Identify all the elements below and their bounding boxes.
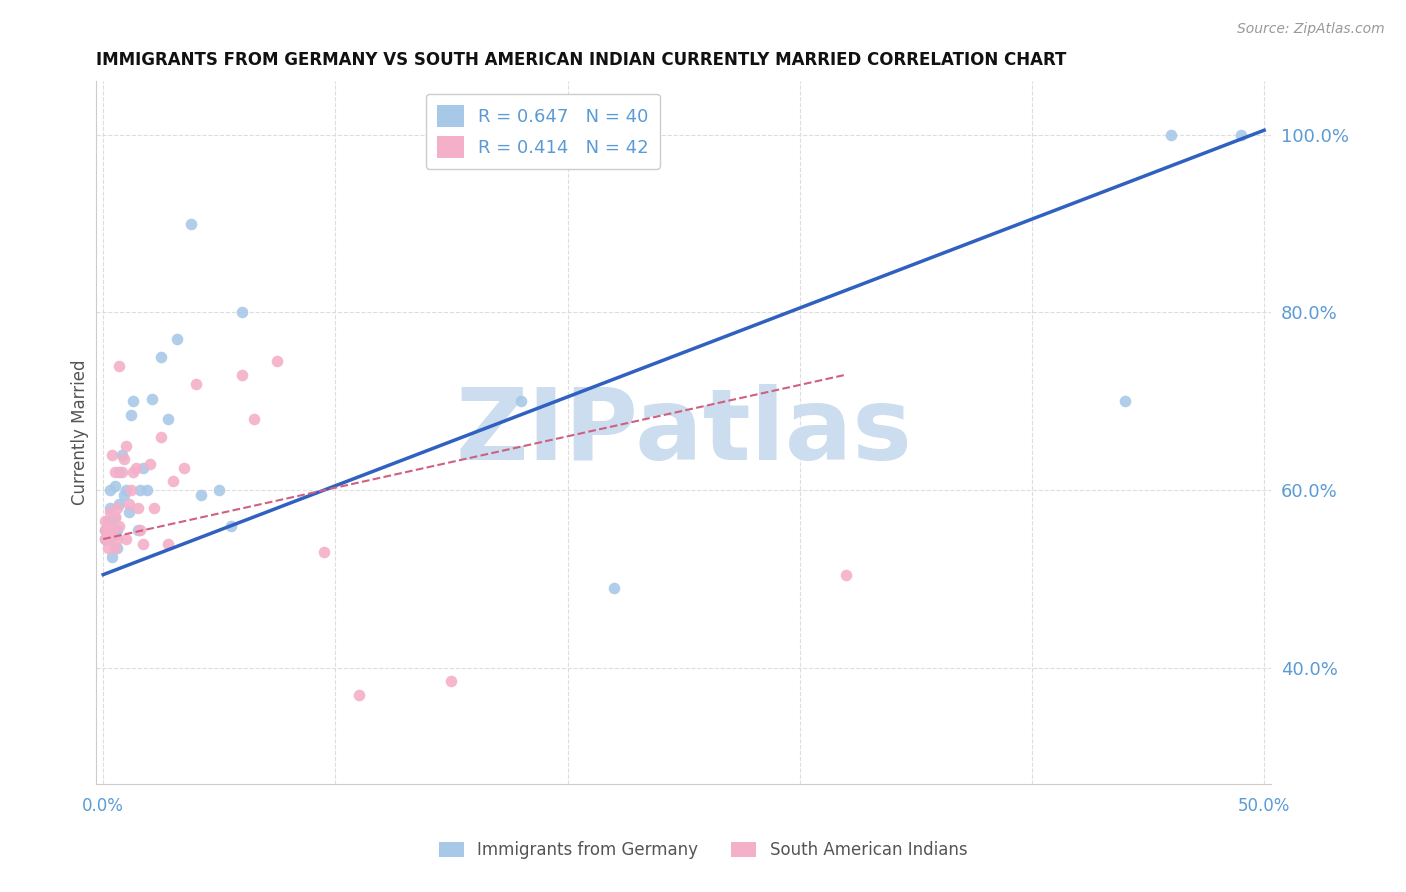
Point xyxy=(104,509,127,524)
Point xyxy=(231,368,253,382)
Point xyxy=(98,532,121,546)
Point xyxy=(138,457,160,471)
Point xyxy=(94,532,117,546)
Y-axis label: Currently Married: Currently Married xyxy=(72,359,89,505)
Point xyxy=(105,532,128,546)
Text: IMMIGRANTS FROM GERMANY VS SOUTH AMERICAN INDIAN CURRENTLY MARRIED CORRELATION C: IMMIGRANTS FROM GERMANY VS SOUTH AMERICA… xyxy=(96,51,1067,69)
Point xyxy=(184,376,207,391)
Point xyxy=(122,394,145,409)
Point xyxy=(219,518,242,533)
Point xyxy=(108,497,131,511)
Point xyxy=(141,392,163,406)
Point xyxy=(440,674,463,689)
Point xyxy=(105,500,128,515)
Point xyxy=(122,466,145,480)
Point xyxy=(510,394,533,409)
Point xyxy=(136,483,159,498)
Point xyxy=(97,532,120,546)
Point xyxy=(150,430,173,444)
Point xyxy=(231,305,253,319)
Point xyxy=(208,483,231,498)
Text: Source: ZipAtlas.com: Source: ZipAtlas.com xyxy=(1237,22,1385,37)
Point xyxy=(1230,128,1253,142)
Point xyxy=(105,523,128,537)
Point xyxy=(97,518,120,533)
Point xyxy=(162,475,184,489)
Point xyxy=(111,448,134,462)
Point xyxy=(125,461,148,475)
Point xyxy=(603,581,626,595)
Point xyxy=(111,466,134,480)
Legend: R = 0.647   N = 40, R = 0.414   N = 42: R = 0.647 N = 40, R = 0.414 N = 42 xyxy=(426,94,659,169)
Point xyxy=(243,412,266,426)
Point xyxy=(94,514,117,528)
Point xyxy=(120,483,142,498)
Point xyxy=(112,452,135,467)
Point xyxy=(108,466,131,480)
Point xyxy=(105,541,128,555)
Point xyxy=(94,523,117,537)
Point xyxy=(115,532,138,546)
Point xyxy=(101,448,124,462)
Point xyxy=(97,527,120,541)
Point xyxy=(166,332,188,346)
Point xyxy=(129,523,152,537)
Point xyxy=(173,461,195,475)
Point xyxy=(108,359,131,373)
Point xyxy=(94,532,117,546)
Point xyxy=(97,541,120,555)
Point xyxy=(127,523,149,537)
Point xyxy=(101,514,124,528)
Point xyxy=(127,500,149,515)
Legend: Immigrants from Germany, South American Indians: Immigrants from Germany, South American … xyxy=(432,835,974,866)
Point xyxy=(101,523,124,537)
Point xyxy=(129,483,152,498)
Point xyxy=(98,483,121,498)
Point xyxy=(131,461,153,475)
Point xyxy=(180,217,202,231)
Point xyxy=(98,505,121,519)
Point xyxy=(115,483,138,498)
Text: 50.0%: 50.0% xyxy=(1237,797,1291,815)
Point xyxy=(120,408,142,422)
Point xyxy=(104,527,127,541)
Point xyxy=(115,439,138,453)
Text: ZIPatlas: ZIPatlas xyxy=(456,384,912,481)
Point xyxy=(108,518,131,533)
Point xyxy=(347,688,370,702)
Point xyxy=(104,479,127,493)
Point xyxy=(1160,128,1182,142)
Point xyxy=(97,514,120,528)
Point xyxy=(104,466,127,480)
Point xyxy=(266,354,288,368)
Point xyxy=(1114,394,1136,409)
Point xyxy=(312,545,335,559)
Point xyxy=(131,536,153,550)
Point xyxy=(104,509,127,524)
Point xyxy=(112,488,135,502)
Point xyxy=(98,500,121,515)
Point xyxy=(143,500,166,515)
Point xyxy=(118,505,141,519)
Point xyxy=(157,412,180,426)
Point xyxy=(98,523,121,537)
Point xyxy=(157,536,180,550)
Point xyxy=(94,523,117,537)
Point xyxy=(150,350,173,364)
Text: 0.0%: 0.0% xyxy=(82,797,124,815)
Point xyxy=(835,567,858,582)
Point xyxy=(118,497,141,511)
Point xyxy=(104,541,127,555)
Point xyxy=(190,488,212,502)
Point xyxy=(101,549,124,564)
